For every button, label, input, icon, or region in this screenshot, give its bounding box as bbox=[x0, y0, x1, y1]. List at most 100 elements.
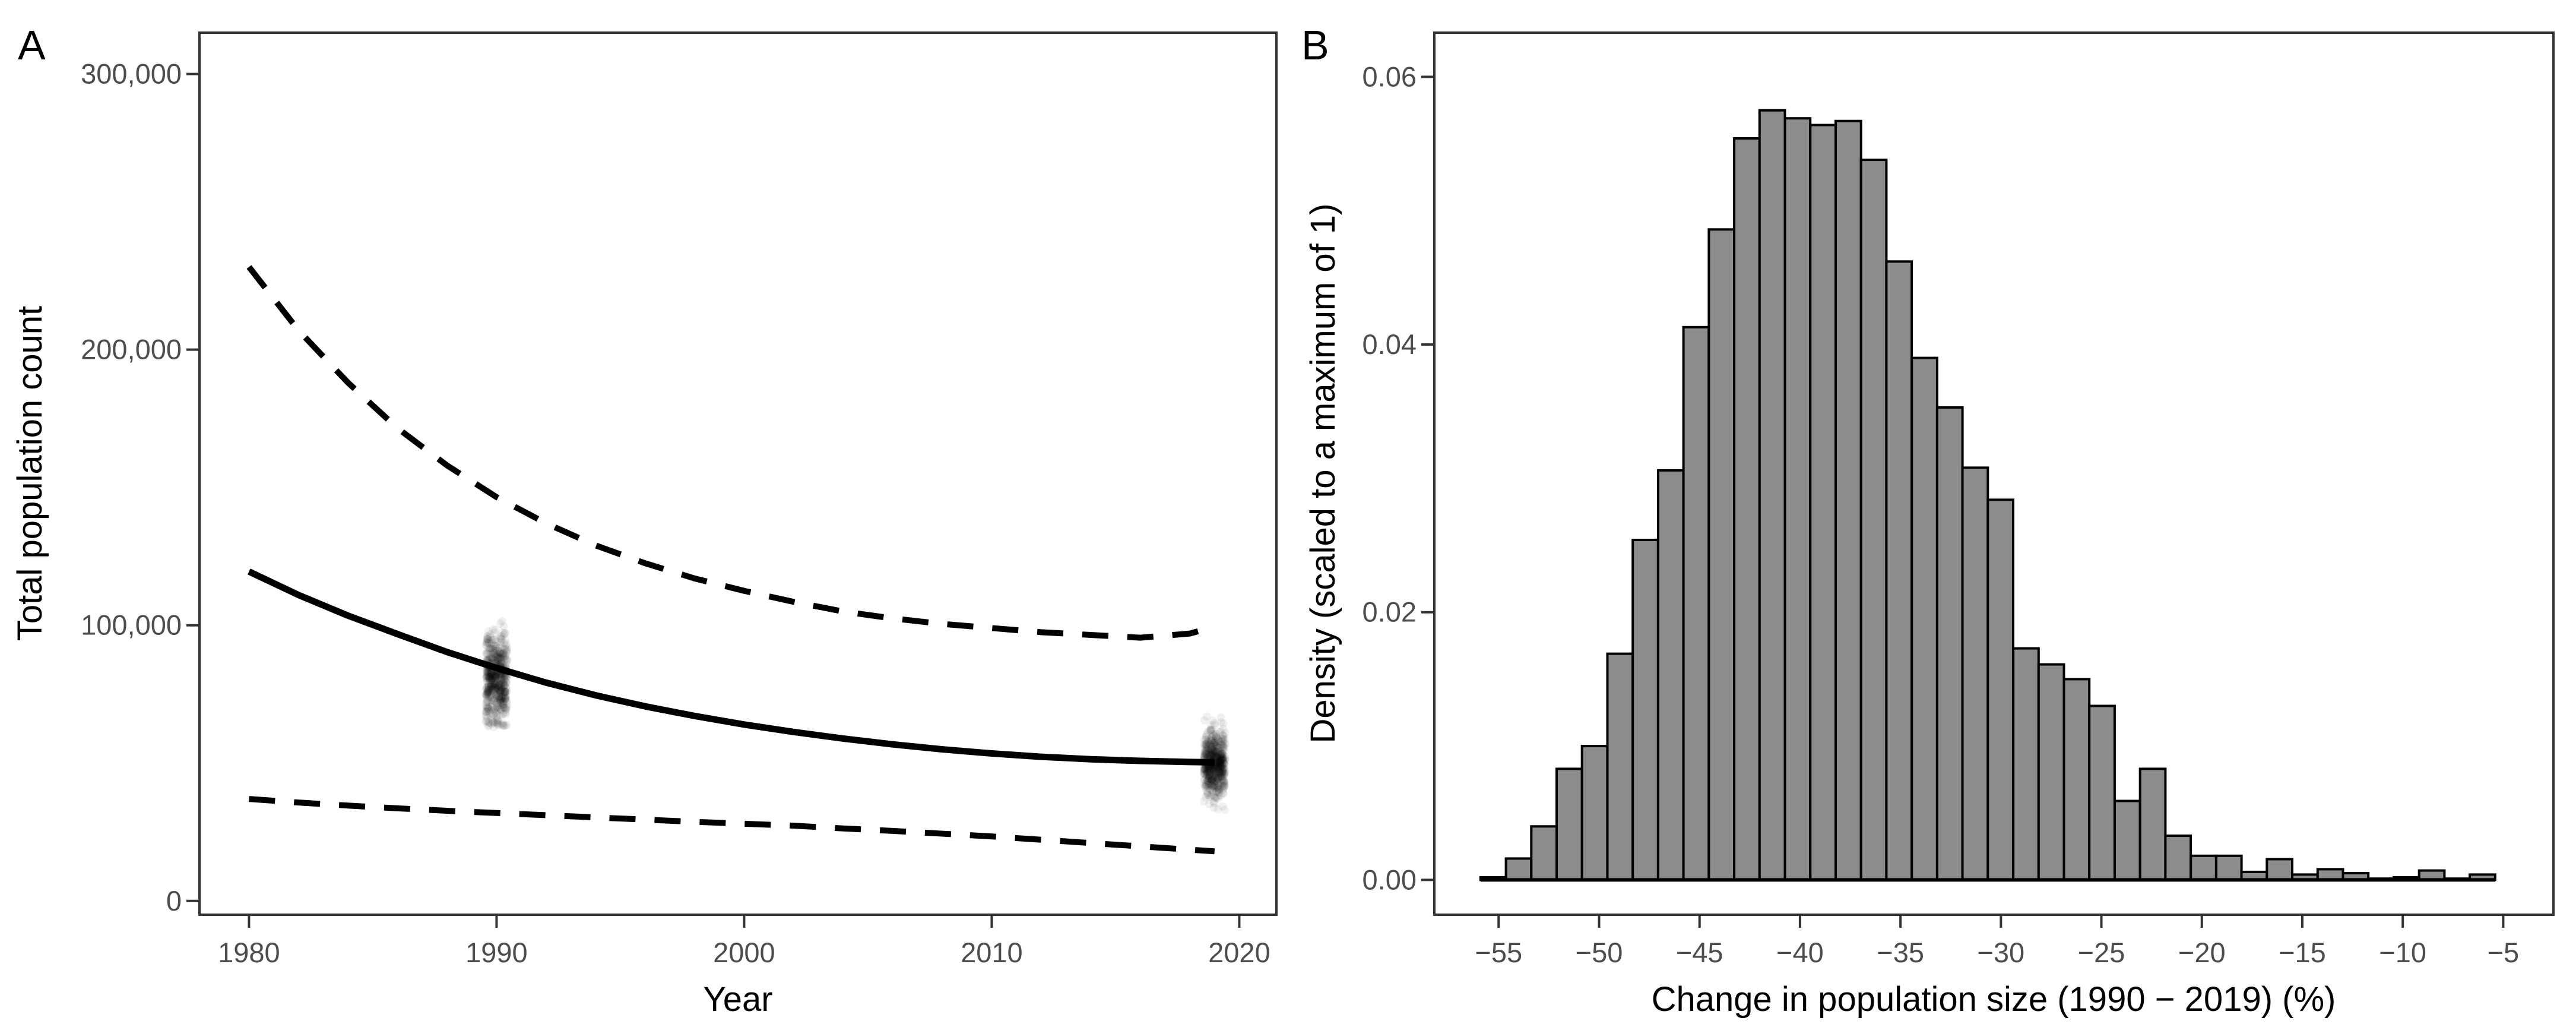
sample-point bbox=[491, 644, 500, 653]
sample-point bbox=[1211, 745, 1219, 754]
sample-point bbox=[1211, 753, 1220, 762]
histogram-bar bbox=[2164, 835, 2192, 881]
sample-point bbox=[1214, 758, 1223, 767]
sample-point bbox=[1209, 772, 1218, 781]
sample-point bbox=[1215, 758, 1224, 767]
sample-point bbox=[1206, 755, 1215, 764]
sample-point bbox=[1211, 765, 1220, 774]
sample-point bbox=[497, 686, 506, 695]
sample-point bbox=[483, 682, 492, 691]
sample-point bbox=[1207, 758, 1216, 767]
sample-point bbox=[1216, 713, 1225, 722]
sample-point bbox=[489, 706, 498, 715]
sample-point bbox=[1218, 756, 1227, 765]
sample-point bbox=[498, 710, 507, 719]
sample-point bbox=[1206, 760, 1215, 769]
sample-point bbox=[1200, 765, 1209, 774]
sample-point bbox=[502, 684, 511, 693]
x-tick-label: 1980 bbox=[218, 937, 280, 968]
sample-point bbox=[1215, 788, 1224, 797]
sample-point bbox=[1216, 769, 1225, 778]
sample-point bbox=[483, 704, 492, 713]
sample-point bbox=[1216, 758, 1225, 767]
curve-upper-95-interval bbox=[246, 265, 1216, 641]
sample-point bbox=[1215, 769, 1224, 778]
sample-point bbox=[490, 696, 499, 705]
sample-point bbox=[500, 663, 509, 672]
sample-point bbox=[1218, 767, 1227, 776]
sample-point bbox=[1211, 752, 1219, 761]
sample-point bbox=[492, 718, 500, 727]
sample-point bbox=[1209, 760, 1218, 769]
sample-point bbox=[497, 683, 506, 692]
sample-point bbox=[492, 669, 501, 678]
sample-point bbox=[1215, 747, 1224, 756]
sample-point bbox=[1212, 730, 1221, 738]
sample-point bbox=[1202, 781, 1211, 790]
sample-point bbox=[483, 697, 492, 706]
sample-point bbox=[1207, 776, 1216, 785]
sample-point bbox=[499, 687, 508, 696]
sample-point bbox=[498, 668, 507, 677]
sample-point bbox=[498, 685, 506, 694]
sample-point bbox=[1216, 748, 1225, 757]
sample-point bbox=[484, 646, 492, 655]
sample-point bbox=[1207, 775, 1216, 784]
sample-point bbox=[1213, 761, 1222, 770]
sample-point bbox=[486, 665, 495, 674]
sample-point bbox=[490, 659, 499, 668]
sample-point bbox=[500, 704, 509, 713]
sample-point bbox=[1219, 784, 1228, 793]
sample-point bbox=[1206, 774, 1215, 782]
sample-point bbox=[1218, 754, 1227, 763]
y-tick-label: 0 bbox=[166, 885, 182, 916]
sample-point bbox=[483, 677, 492, 686]
sample-point bbox=[1199, 769, 1208, 778]
sample-point bbox=[492, 671, 500, 680]
sample-point bbox=[1202, 747, 1211, 756]
sample-point bbox=[495, 643, 503, 652]
x-tick-label: 2020 bbox=[1208, 937, 1270, 968]
sample-point bbox=[500, 694, 509, 703]
sample-point bbox=[484, 655, 493, 663]
sample-point bbox=[492, 667, 500, 676]
sample-point bbox=[498, 665, 506, 673]
sample-point bbox=[487, 682, 496, 691]
sample-point bbox=[1202, 740, 1211, 748]
sample-point bbox=[1209, 731, 1218, 740]
sample-point bbox=[1219, 778, 1228, 786]
sample-point bbox=[1212, 729, 1220, 738]
histogram-bar bbox=[1656, 469, 1685, 881]
sample-point bbox=[1213, 755, 1222, 764]
sample-point bbox=[484, 698, 493, 707]
sample-point bbox=[495, 660, 504, 669]
sample-point bbox=[1209, 763, 1218, 772]
sample-point bbox=[483, 684, 492, 693]
sample-point bbox=[1221, 740, 1230, 749]
sample-point bbox=[493, 650, 502, 659]
sample-point bbox=[496, 689, 505, 698]
sample-point bbox=[1212, 752, 1221, 761]
sample-point bbox=[489, 663, 498, 672]
sample-point bbox=[1211, 773, 1219, 782]
sample-point bbox=[1218, 741, 1227, 750]
sample-point bbox=[1207, 748, 1216, 757]
sample-point bbox=[1218, 731, 1227, 739]
sample-point bbox=[486, 675, 495, 684]
histogram-bar bbox=[2037, 663, 2065, 881]
sample-point bbox=[483, 661, 492, 670]
sample-point bbox=[482, 649, 491, 658]
sample-point bbox=[1211, 758, 1220, 767]
sample-point bbox=[495, 668, 503, 677]
sample-point bbox=[1203, 776, 1212, 785]
sample-point bbox=[1199, 756, 1208, 764]
sample-point bbox=[1203, 789, 1212, 798]
sample-point bbox=[488, 672, 497, 681]
y-tick-label: 300,000 bbox=[81, 58, 182, 90]
sample-point bbox=[1200, 759, 1209, 768]
sample-point bbox=[495, 673, 503, 682]
sample-point bbox=[496, 669, 505, 678]
sample-point bbox=[1202, 749, 1211, 757]
sample-point bbox=[1200, 716, 1209, 725]
sample-point bbox=[1217, 718, 1226, 727]
